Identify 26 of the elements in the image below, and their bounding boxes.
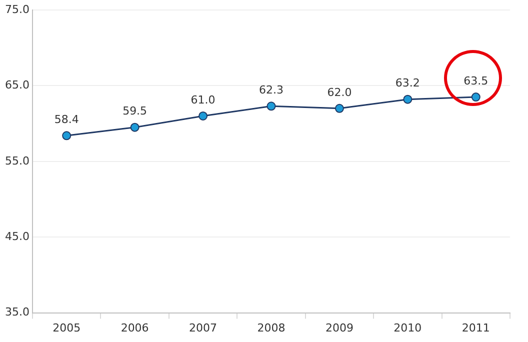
point: [334, 104, 344, 113]
point: [266, 102, 276, 111]
y-tick-label: 45.0: [4, 230, 30, 243]
point: [403, 94, 412, 104]
x-tick-label: 2010: [394, 321, 422, 334]
y-tick-label: 35.0: [4, 306, 30, 319]
x-tick-label: 2007: [189, 321, 218, 334]
x-tick-label: 2008: [257, 321, 286, 334]
data-label: 61.0: [190, 93, 216, 106]
data-label: 59.5: [122, 104, 148, 118]
point: [62, 131, 72, 140]
data-label: 63.2: [395, 76, 420, 90]
x-tick-label: 2011: [462, 321, 490, 334]
point: [198, 111, 208, 120]
point: [130, 122, 140, 132]
x-tick-label: 2009: [325, 321, 354, 334]
data-label: 63.5: [464, 74, 488, 88]
data-label: 62.0: [327, 86, 352, 99]
x-tick-label: 2006: [120, 321, 149, 334]
data-label: 62.3: [258, 84, 284, 96]
x-tick-label: 2005: [52, 321, 81, 334]
y-tick-label: 55.0: [4, 154, 30, 168]
point: [471, 92, 480, 102]
y-tick-label: 65.0: [4, 78, 30, 92]
data-label: 58.4: [54, 113, 79, 126]
y-tick-label: 75.0: [4, 2, 30, 16]
